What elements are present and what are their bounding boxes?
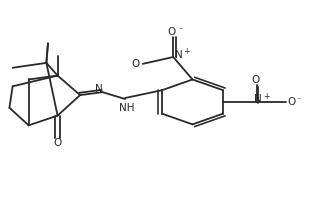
Text: O: O <box>132 59 140 69</box>
Text: +: + <box>263 91 270 101</box>
Text: O: O <box>168 27 176 37</box>
Text: O: O <box>53 138 62 148</box>
Text: O: O <box>251 75 259 86</box>
Text: N: N <box>96 84 103 94</box>
Text: O: O <box>287 97 295 107</box>
Text: ⁻: ⁻ <box>178 27 183 36</box>
Text: N: N <box>254 94 262 104</box>
Text: NH: NH <box>119 103 134 113</box>
Text: N: N <box>175 50 183 60</box>
Text: ⁻: ⁻ <box>297 96 302 105</box>
Text: +: + <box>184 47 190 56</box>
